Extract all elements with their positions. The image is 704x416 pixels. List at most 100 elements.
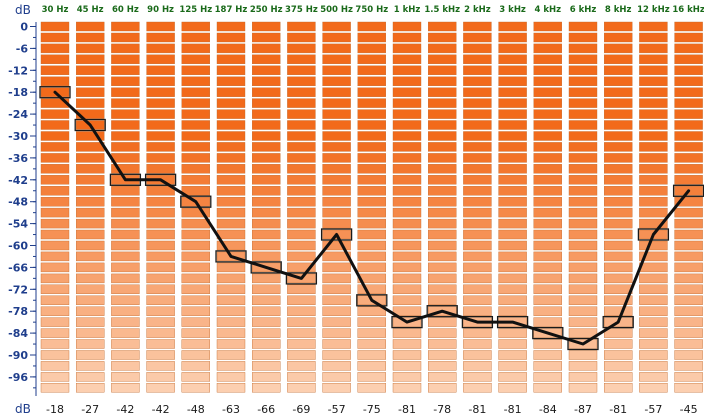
bar-segment [216, 339, 246, 349]
bar-segment [604, 339, 633, 349]
bar-segment [568, 175, 598, 185]
bar-segment [392, 196, 422, 207]
bar-column [322, 21, 351, 393]
bar-segment [604, 98, 633, 108]
bar-segment [357, 186, 386, 196]
bar-segment [463, 142, 492, 152]
bar-column [216, 21, 246, 393]
bar-segment [40, 120, 70, 130]
bar-segment [181, 186, 211, 196]
bar-segment [392, 306, 422, 316]
bar-segment [181, 339, 211, 349]
bar-segment [498, 350, 527, 360]
bar-segment [568, 153, 598, 163]
bar-segment [40, 54, 70, 64]
bar-segment [533, 240, 562, 251]
bar-segment [75, 87, 105, 97]
bar-segment [146, 65, 175, 76]
bar-segment [674, 284, 703, 294]
bar-segment [181, 273, 211, 284]
bar-segment [181, 76, 211, 87]
bar-segment [251, 207, 281, 218]
bar-segment [146, 295, 175, 305]
bar-segment [181, 328, 211, 338]
bar-segment [463, 372, 492, 382]
bar-segment [287, 76, 316, 87]
bar-segment [75, 240, 105, 251]
bar-segment [181, 120, 211, 130]
bar-segment [533, 21, 562, 32]
bar-segment [216, 207, 246, 218]
bar-segment [533, 196, 562, 207]
bar-segment [75, 361, 105, 371]
bar-segment [251, 131, 281, 141]
level-marker [285, 272, 318, 285]
bar-segment [251, 317, 281, 327]
bar-column [75, 21, 105, 393]
bar-segment [111, 339, 140, 349]
bar-segment [498, 284, 527, 294]
bar-segment [604, 131, 633, 141]
bar-segment [40, 164, 70, 174]
bar-segment [287, 306, 316, 316]
bar-segment [604, 350, 633, 360]
bar-segment [533, 98, 562, 108]
value-label: -75 [363, 403, 381, 416]
bar-segment [111, 76, 140, 87]
bar-segment [357, 76, 386, 87]
bar-segment [287, 240, 316, 251]
bar-segment [639, 251, 668, 262]
bar-segment [568, 284, 598, 294]
bar-segment [392, 98, 422, 108]
bar-segment [75, 350, 105, 360]
bar-column [568, 21, 598, 393]
bar-segment [146, 153, 175, 163]
bar-segment [146, 251, 175, 262]
bar-segment [216, 284, 246, 294]
bar-segment [428, 240, 457, 251]
bar-segment [146, 32, 175, 43]
y-tick-label: -90 [8, 349, 28, 362]
bar-segment [181, 153, 211, 163]
bar-segment [287, 284, 316, 294]
bar-segment [463, 306, 492, 316]
bar-segment [463, 32, 492, 43]
level-markers [39, 86, 704, 351]
bar-segment [287, 87, 316, 97]
bar-segment [568, 317, 598, 327]
bar-segment [322, 328, 351, 338]
y-tick-label: -6 [16, 42, 29, 55]
bar-segment [287, 164, 316, 174]
bar-segment [146, 218, 175, 229]
bar-segment [428, 196, 457, 207]
bar-segment [568, 164, 598, 174]
bar-segment [463, 339, 492, 349]
bar-segment [216, 120, 246, 130]
bar-segment [75, 21, 105, 32]
bar-segment [463, 120, 492, 130]
bar-segment [568, 361, 598, 371]
bar-segment [392, 131, 422, 141]
bar-segment [533, 32, 562, 43]
y-tick-label: -24 [8, 108, 28, 121]
bar-segment [428, 98, 457, 108]
value-label: -84 [539, 403, 557, 416]
bar-segment [639, 120, 668, 130]
bar-segment [357, 43, 386, 54]
bar-segment [428, 207, 457, 218]
bar-segment [181, 87, 211, 97]
bar-segment [322, 54, 351, 64]
bar-segment [568, 328, 598, 338]
bar-segment [181, 65, 211, 76]
bar-segment [287, 175, 316, 185]
bar-segment [181, 164, 211, 174]
bar-segment [40, 339, 70, 349]
bar-segment [568, 350, 598, 360]
bar-segment [463, 207, 492, 218]
bar-segment [639, 142, 668, 152]
bar-segment [75, 131, 105, 141]
bar-segment [392, 229, 422, 240]
bar-segment [251, 251, 281, 262]
bar-segment [498, 186, 527, 196]
value-label: -48 [187, 403, 205, 416]
